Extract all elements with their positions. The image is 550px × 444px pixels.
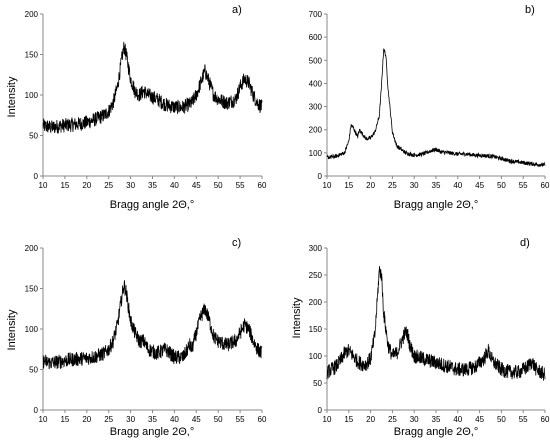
panel-d-xtick-label: 10	[323, 415, 332, 424]
panel-a-ytick-label: 150	[25, 51, 39, 60]
panel-a-series-line	[42, 41, 263, 134]
panel-b-xtick-label: 30	[410, 181, 419, 190]
panel-d-ytick-label: 250	[309, 271, 323, 280]
panel-a-plot: 10 15 20 25 30 35 40 45 50 55 60 0 50 100 150 200	[25, 10, 267, 190]
panel-b-xtick-label: 10	[323, 181, 332, 190]
panel-d: Intensity Bragg angle 2Θ,° d)	[291, 237, 530, 438]
panel-a-label: a)	[232, 4, 242, 16]
panel-a-xlabel: Bragg angle 2Θ,°	[110, 199, 195, 211]
panel-a-xtick-label: 30	[126, 181, 135, 190]
panel-a-xtick-label: 45	[192, 181, 201, 190]
panel-c-xtick-label: 20	[82, 415, 91, 424]
panel-c-xtick-label: 55	[236, 415, 245, 424]
panel-b-xtick-label: 25	[388, 181, 397, 190]
panel-d-xtick-label: 55	[519, 415, 528, 424]
panel-d-xlabel: Bragg angle 2Θ,°	[394, 426, 479, 438]
panel-a-xtick-label: 15	[60, 181, 69, 190]
panel-a-xtick-label: 60	[258, 181, 267, 190]
panel-b-xtick-label: 20	[366, 181, 375, 190]
panel-d-xtick-label: 15	[344, 415, 353, 424]
panel-a-xtick-label: 55	[236, 181, 245, 190]
panel-d-ytick-label: 50	[313, 379, 322, 388]
panel-b-ytick-label: 500	[309, 56, 323, 65]
panel-d-xtick-label: 20	[366, 415, 375, 424]
panel-a-ytick-label: 50	[29, 132, 38, 141]
panel-d-plot: 10 15 20 25 30 35 40 45 50 55 60 0 50 100 150 200 250 300	[309, 244, 550, 424]
panel-a-xtick-label: 50	[214, 181, 223, 190]
panel-c-xtick-label: 30	[126, 415, 135, 424]
panel-d-xtick-label: 40	[453, 415, 462, 424]
panel-a-xtick-label: 10	[39, 181, 48, 190]
panel-d-ytick-label: 100	[309, 352, 323, 361]
panel-b-ytick-label: 300	[309, 103, 323, 112]
panel-d-label: d)	[520, 237, 530, 249]
panel-b-ytick-label: 400	[309, 79, 323, 88]
panel-d-xtick-label: 45	[475, 415, 484, 424]
panel-b-xtick-label: 50	[497, 181, 506, 190]
panel-b-xtick-label: 45	[475, 181, 484, 190]
panel-b-ytick-label: 100	[309, 149, 323, 158]
panel-b-ytick-label: 600	[309, 33, 323, 42]
panel-c-ytick-label: 100	[25, 325, 39, 334]
panel-a-ytick-label: 200	[25, 10, 39, 19]
panel-c-ytick-label: 50	[29, 366, 38, 375]
panel-c-ytick-label: 150	[25, 285, 39, 294]
panel-c-xtick-label: 25	[104, 415, 113, 424]
panel-b-xtick-label: 35	[432, 181, 441, 190]
panel-b-xtick-label: 55	[519, 181, 528, 190]
panel-c-ylabel: Intensity	[6, 309, 18, 350]
panel-b-xtick-label: 15	[344, 181, 353, 190]
panel-d-xtick-label: 25	[388, 415, 397, 424]
panel-d-xtick-label: 60	[541, 415, 550, 424]
panel-c-xtick-label: 40	[170, 415, 179, 424]
panel-d-ytick-label: 300	[309, 244, 323, 253]
panel-b-series-line	[326, 48, 546, 168]
panel-b-ytick-label: 200	[309, 126, 323, 135]
panel-a-ytick-label: 100	[25, 91, 39, 100]
panel-d-ytick-label: 150	[309, 325, 323, 334]
panel-c-series-line	[42, 280, 263, 370]
panel-d-xtick-label: 35	[432, 415, 441, 424]
panel-d-ytick-label: 0	[318, 406, 323, 415]
panel-b-ytick-label: 700	[309, 10, 323, 19]
panel-c-ytick-label: 200	[25, 244, 39, 253]
panel-a: Intensity Bragg angle 2Θ,° a)	[6, 4, 242, 211]
panel-b: Bragg angle 2Θ,° b)	[394, 4, 535, 211]
panel-b-plot: 10 15 20 25 30 35 40 45 50 55 60010020030040050060…	[309, 10, 550, 190]
panel-c-xtick-label: 45	[192, 415, 201, 424]
panel-c-ytick-label: 0	[34, 406, 39, 415]
panel-b-ytick-label: 0	[318, 172, 323, 181]
panel-c-plot: 10 15 20 25 30 35 40 45 50 55 60 0 50 100 150 200	[25, 244, 267, 424]
panel-d-series-line	[326, 266, 546, 381]
panel-c-xtick-label: 35	[148, 415, 157, 424]
panel-c-xtick-label: 60	[258, 415, 267, 424]
panel-c-label: c)	[232, 237, 241, 249]
panel-c-xlabel: Bragg angle 2Θ,°	[110, 426, 195, 438]
panel-c-xtick-label: 15	[60, 415, 69, 424]
panel-b-xtick-label: 40	[453, 181, 462, 190]
panel-d-xtick-label: 30	[410, 415, 419, 424]
panel-a-xtick-label: 35	[148, 181, 157, 190]
panel-a-xtick-label: 25	[104, 181, 113, 190]
panel-b-label: b)	[525, 4, 535, 16]
panel-b-xlabel: Bragg angle 2Θ,°	[394, 199, 479, 211]
panel-d-ytick-label: 200	[309, 298, 323, 307]
panel-d-ylabel: Intensity	[291, 297, 303, 338]
panel-c-xtick-label: 10	[39, 415, 48, 424]
panel-a-ytick-label: 0	[34, 172, 39, 181]
panel-b-xtick-label: 60	[541, 181, 550, 190]
panel-c: Intensity Bragg angle 2Θ,° c)	[6, 237, 241, 438]
panel-c-xtick-label: 50	[214, 415, 223, 424]
panel-a-ylabel: Intensity	[6, 76, 18, 117]
panel-a-xtick-label: 40	[170, 181, 179, 190]
panel-d-xtick-label: 50	[497, 415, 506, 424]
panel-a-xtick-label: 20	[82, 181, 91, 190]
